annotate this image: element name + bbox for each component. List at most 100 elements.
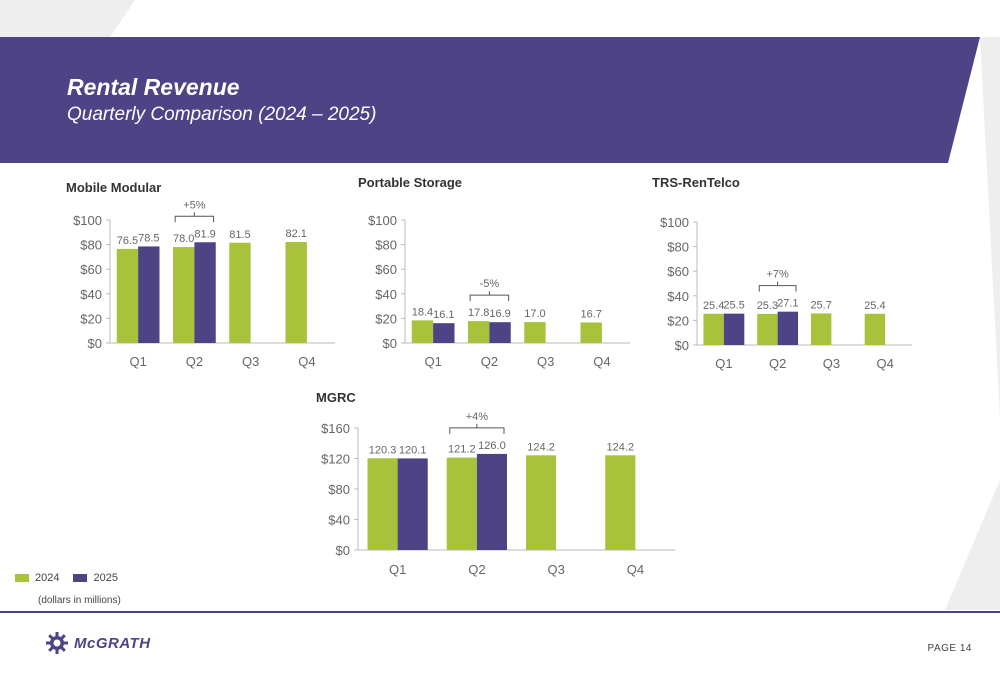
data-label: 25.4 <box>864 300 885 312</box>
data-label: 78.5 <box>138 232 159 244</box>
data-label: 27.1 <box>777 298 798 310</box>
y-tick-label: $80 <box>328 482 350 497</box>
legend-swatch-2025 <box>73 574 88 582</box>
bar-2024-q2 <box>757 313 778 345</box>
data-label: 82.1 <box>285 228 306 240</box>
data-label: 18.4 <box>412 306 433 318</box>
page-title: Rental Revenue <box>67 74 240 100</box>
x-tick-label: Q2 <box>468 562 485 577</box>
bar-2025-q2 <box>194 242 216 343</box>
bar-2024-q4 <box>605 455 636 550</box>
chart-title-trs-rentelco: TRS-RenTelco <box>652 175 740 190</box>
growth-bracket <box>449 423 505 434</box>
legend-swatch-2024 <box>15 574 29 582</box>
data-label: 17.0 <box>524 308 545 320</box>
data-label: 16.9 <box>489 308 510 320</box>
y-tick-label: $0 <box>336 543 350 558</box>
y-tick-label: $80 <box>667 240 689 255</box>
data-label: 25.3 <box>757 300 778 312</box>
x-tick-label: Q2 <box>481 354 498 369</box>
x-tick-label: Q4 <box>876 356 893 371</box>
y-tick-label: $40 <box>667 289 689 304</box>
data-label: 126.0 <box>478 440 506 452</box>
chart-title-mobile-modular: Mobile Modular <box>66 180 162 195</box>
bar-2024-q1 <box>367 458 398 550</box>
units-note: (dollars in millions) <box>38 595 121 606</box>
bar-2024-q2 <box>173 247 195 343</box>
growth-annotation: +7% <box>766 269 789 281</box>
y-tick-label: $20 <box>667 313 689 328</box>
bar-2024-q1 <box>411 320 434 343</box>
bar-2024-q3 <box>524 322 546 343</box>
y-tick-label: $80 <box>80 238 102 253</box>
footer-divider <box>0 611 1000 613</box>
y-tick-label: $60 <box>80 262 102 277</box>
bar-2024-q4 <box>285 242 307 343</box>
data-label: 124.2 <box>527 441 555 453</box>
data-label: 120.1 <box>399 444 427 456</box>
y-tick-label: $40 <box>375 287 397 302</box>
y-tick-label: $100 <box>73 213 102 228</box>
x-tick-label: Q4 <box>593 354 610 369</box>
y-tick-label: $60 <box>375 262 397 277</box>
x-tick-label: Q4 <box>298 354 315 369</box>
y-tick-label: $0 <box>675 338 689 353</box>
bar-2024-q3 <box>229 242 251 343</box>
y-tick-label: $0 <box>88 336 102 351</box>
bar-2024-q1 <box>703 313 724 345</box>
bar-2024-q3 <box>526 455 557 550</box>
x-tick-label: Q1 <box>389 562 406 577</box>
growth-annotation: +5% <box>183 199 206 211</box>
chart-title-mgrc: MGRC <box>316 390 356 405</box>
x-tick-label: Q1 <box>715 356 732 371</box>
x-tick-label: Q3 <box>547 562 564 577</box>
data-label: 16.1 <box>433 309 454 321</box>
bar-2025-q1 <box>723 313 745 345</box>
legend-label-2025: 2025 <box>93 572 118 584</box>
page-number: PAGE 14 <box>927 643 972 654</box>
y-tick-label: $100 <box>660 215 689 230</box>
data-label: 76.5 <box>117 235 138 247</box>
y-tick-label: $20 <box>80 311 102 326</box>
growth-annotation: +4% <box>466 411 489 423</box>
y-tick-label: $0 <box>383 336 397 351</box>
bar-2025-q2 <box>777 311 799 345</box>
bar-2024-q1 <box>116 248 139 343</box>
chart-title-portable-storage: Portable Storage <box>358 175 463 190</box>
legend-item-2024: 2024 <box>15 572 59 584</box>
x-tick-label: Q3 <box>823 356 840 371</box>
x-tick-label: Q3 <box>537 354 554 369</box>
data-label: 25.7 <box>810 299 831 311</box>
data-label: 16.7 <box>580 308 601 320</box>
data-label: 121.2 <box>448 444 476 456</box>
data-label: 25.5 <box>723 300 744 312</box>
bar-2024-q2 <box>468 321 490 343</box>
bar-2024-q4 <box>864 313 886 345</box>
data-label: 81.5 <box>229 229 250 241</box>
bar-2025-q1 <box>397 458 428 550</box>
bar-2024-q3 <box>810 313 832 345</box>
bar-2025-q1 <box>138 246 160 343</box>
page-subtitle: Quarterly Comparison (2024 – 2025) <box>67 104 377 125</box>
growth-bracket <box>469 291 510 302</box>
x-tick-label: Q1 <box>424 354 441 369</box>
y-tick-label: $80 <box>375 238 397 253</box>
y-tick-label: $120 <box>321 452 350 467</box>
legend-item-2025: 2025 <box>73 572 118 584</box>
bar-2025-q2 <box>476 453 507 550</box>
y-tick-label: $20 <box>375 311 397 326</box>
x-tick-label: Q3 <box>242 354 259 369</box>
company-logo: McGRATH <box>46 632 151 654</box>
header-banner <box>0 37 980 163</box>
growth-bracket <box>758 281 797 292</box>
x-tick-label: Q2 <box>769 356 786 371</box>
bar-2025-q1 <box>433 323 455 343</box>
data-label: 81.9 <box>194 228 215 240</box>
bar-2024-q4 <box>580 322 602 343</box>
data-label: 78.0 <box>173 233 194 245</box>
gear-icon <box>46 632 68 654</box>
